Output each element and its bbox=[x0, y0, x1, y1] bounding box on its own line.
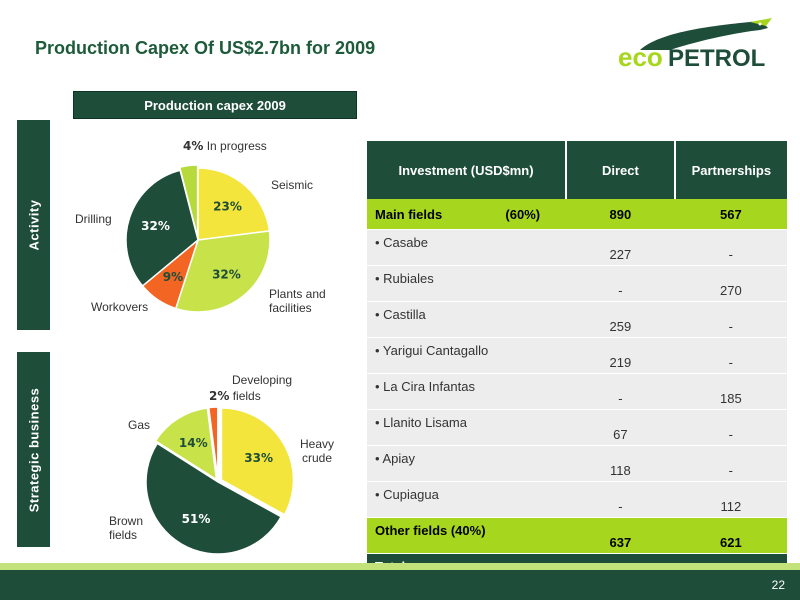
table-row-partnerships: - bbox=[674, 229, 787, 266]
table-row-name: • Casabe bbox=[367, 229, 567, 266]
pie-slice-seismic bbox=[197, 167, 271, 241]
label-heavy-crude: Heavy crude bbox=[300, 437, 335, 465]
table-row: • Apiay 118- bbox=[367, 445, 787, 482]
main-fields-row: Main fields (60%) 890 567 bbox=[367, 199, 787, 230]
table-row-direct: 67 bbox=[566, 409, 675, 446]
pie-slice-brown-fields bbox=[145, 442, 283, 555]
other-fields-row-direct: 637 bbox=[566, 517, 675, 554]
svg-text:PETROL: PETROL bbox=[668, 45, 765, 72]
pie-pct-label: 23% bbox=[213, 200, 242, 214]
footer-bar: 22 bbox=[0, 570, 800, 600]
table-row: • Cupiagua -112 bbox=[367, 481, 787, 518]
production-capex-box: Production capex 2009 bbox=[73, 91, 357, 119]
header-direct: Direct bbox=[566, 141, 676, 199]
label-brown-fields: Brown fields bbox=[109, 514, 144, 542]
table-row-name: • Castilla bbox=[367, 301, 567, 338]
header-partnerships: Partnerships bbox=[674, 141, 787, 199]
table-row: • Rubiales -270 bbox=[367, 265, 787, 302]
main-fields-pct: (60%) bbox=[505, 206, 541, 222]
activity-pie-chart: 23% 32% 9% 32% bbox=[125, 164, 271, 313]
label-developing-fields: 2% fields bbox=[209, 389, 261, 403]
iguana-icon bbox=[640, 18, 772, 50]
pie-pct-label: 14% bbox=[179, 436, 208, 450]
strategic-business-pie-chart: 33% 51% 14% bbox=[145, 406, 295, 555]
main-fields-partnerships: 567 bbox=[674, 199, 787, 230]
pie-pct-label: 33% bbox=[244, 451, 273, 465]
pie-slice-drilling bbox=[125, 169, 199, 287]
label-in-progress: 4% In progress bbox=[183, 139, 267, 153]
ecopetrol-logo: eco PETROL bbox=[618, 18, 772, 72]
activity-sidebar: Activity bbox=[17, 120, 50, 330]
page-title: Production Capex Of US$2.7bn for 2009 bbox=[35, 38, 376, 58]
table-row-direct: 118 bbox=[566, 445, 675, 482]
table-row-partnerships: 270 bbox=[674, 265, 787, 302]
other-fields-row-partnerships: 621 bbox=[674, 517, 787, 554]
table-header-row: Investment (USD$mn) Direct Partnerships bbox=[367, 141, 787, 199]
label-drilling: Drilling bbox=[75, 212, 112, 226]
table-row: • Llanito Lisama 67- bbox=[367, 409, 787, 446]
table-row-name: • Yarigui Cantagallo bbox=[367, 337, 567, 374]
pie-pct-label: 9% bbox=[163, 270, 183, 284]
pie-slice-developing-fields bbox=[207, 406, 219, 480]
table-row-direct: - bbox=[566, 481, 675, 518]
other-fields-row: Other fields (40%) 637 621 bbox=[367, 517, 787, 554]
table-row: • Casabe 227- bbox=[367, 229, 787, 266]
table-row-name: • Apiay bbox=[367, 445, 567, 482]
pie-pct-label: 32% bbox=[141, 219, 170, 233]
label-workovers: Workovers bbox=[91, 300, 149, 314]
activity-label: Activity bbox=[26, 199, 41, 251]
main-fields-cell: Main fields (60%) bbox=[367, 199, 567, 230]
page-number: 22 bbox=[771, 578, 785, 592]
label-plants-facilities: Plants and facilities bbox=[269, 287, 326, 315]
table-row-direct: 219 bbox=[566, 337, 675, 374]
table-row-direct: - bbox=[566, 373, 675, 410]
table-row-name: • Rubiales bbox=[367, 265, 567, 302]
other-fields-row-name: Other fields (40%) bbox=[367, 517, 567, 554]
table-row-name: • La Cira Infantas bbox=[367, 373, 567, 410]
footer-accent-bar bbox=[0, 563, 800, 570]
table-row-partnerships: 112 bbox=[674, 481, 787, 518]
table-row-direct: - bbox=[566, 265, 675, 302]
pie-slice-plants-and-facilities bbox=[174, 230, 271, 313]
table-row-partnerships: 185 bbox=[674, 373, 787, 410]
table-row-name: • Llanito Lisama bbox=[367, 409, 567, 446]
main-fields-name: Main fields bbox=[375, 206, 443, 222]
strategic-business-label: Strategic business bbox=[26, 387, 41, 512]
pie-slice-gas bbox=[154, 407, 218, 481]
pie-slice-in-progress bbox=[178, 164, 199, 238]
table-row-partnerships: - bbox=[674, 409, 787, 446]
header-investment: Investment (USD$mn) bbox=[367, 141, 568, 199]
svg-text:eco: eco bbox=[618, 42, 663, 72]
investment-table: Investment (USD$mn) Direct Partnerships … bbox=[367, 141, 787, 590]
main-fields-direct: 890 bbox=[566, 199, 675, 230]
label-developing-top: Developing bbox=[232, 373, 293, 387]
pie-slice-heavy-crude bbox=[220, 407, 295, 516]
table-row-partnerships: - bbox=[674, 301, 787, 338]
table-row-partnerships: - bbox=[674, 445, 787, 482]
table-row-name: • Cupiagua bbox=[367, 481, 567, 518]
table-row: • Yarigui Cantagallo 219- bbox=[367, 337, 787, 374]
strategic-business-sidebar: Strategic business bbox=[17, 352, 50, 547]
label-gas: Gas bbox=[128, 418, 151, 432]
table-row: • La Cira Infantas -185 bbox=[367, 373, 787, 410]
table-row-partnerships: - bbox=[674, 337, 787, 374]
table-row: • Castilla 259- bbox=[367, 301, 787, 338]
table-row-direct: 259 bbox=[566, 301, 675, 338]
label-seismic: Seismic bbox=[271, 178, 314, 192]
pie-pct-label: 51% bbox=[182, 512, 211, 526]
pie-pct-label: 32% bbox=[212, 267, 241, 281]
table-row-direct: 227 bbox=[566, 229, 675, 266]
